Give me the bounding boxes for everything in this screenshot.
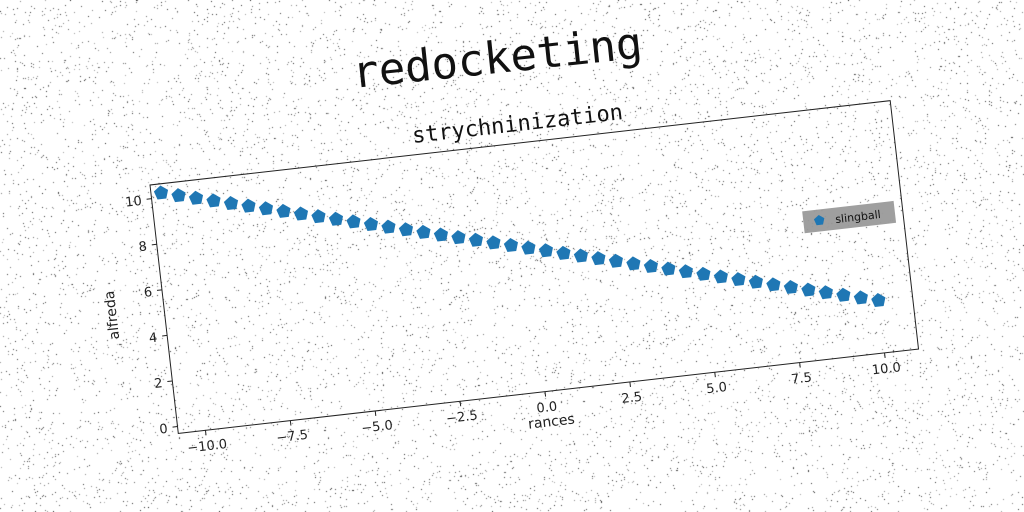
data-point [188, 190, 204, 205]
data-point [783, 279, 798, 294]
x-tick [204, 430, 207, 436]
y-tick-label: 8 [138, 239, 148, 255]
x-tick [799, 362, 801, 368]
data-point [696, 266, 711, 281]
x-axis: −10.0 −7.5 −5.0 −2.5 0.0 2.5 5.0 7.5 10.0 [187, 352, 902, 456]
x-tick-label: 5.0 [706, 380, 728, 397]
y-tick [172, 426, 178, 428]
data-point [153, 185, 169, 200]
data-point [433, 227, 448, 242]
data-point [643, 258, 658, 273]
x-axis-label: rances [527, 411, 575, 432]
data-point [241, 198, 256, 213]
data-point [521, 240, 536, 255]
data-point [538, 243, 553, 258]
x-tick [374, 410, 377, 416]
legend-box [802, 200, 897, 234]
y-tick [151, 243, 157, 246]
y-tick-label: 6 [143, 285, 153, 301]
data-point [731, 272, 746, 287]
data-point [836, 287, 851, 302]
data-point [608, 253, 623, 268]
y-tick [146, 198, 152, 200]
data-point [626, 256, 641, 271]
x-tick [459, 401, 462, 407]
x-tick [884, 352, 886, 358]
legend-label-slingball: slingball [835, 208, 882, 226]
y-axis: 0 2 4 6 8 10 [125, 194, 178, 438]
y-tick-label: 4 [148, 331, 158, 347]
x-tick-label: −7.5 [276, 428, 309, 446]
y-tick-label: 0 [159, 422, 169, 438]
plot-area: −10.0 −7.5 −5.0 −2.5 0.0 2.5 5.0 7.5 10.0 0 2 4 6 8 1… [102, 100, 920, 456]
y-tick-label: 10 [125, 194, 143, 211]
data-point [503, 237, 518, 252]
x-tick-label: 0.0 [536, 399, 558, 416]
x-tick [629, 381, 631, 387]
data-point [591, 251, 606, 266]
y-tick [162, 334, 168, 337]
data-point [258, 201, 274, 216]
data-point [171, 188, 186, 203]
data-point [853, 290, 868, 305]
x-tick [289, 420, 292, 426]
data-point [486, 235, 501, 250]
x-tick [544, 391, 547, 397]
data-point [818, 285, 833, 300]
y-tick [167, 380, 173, 383]
data-point [398, 222, 414, 237]
data-point [766, 277, 781, 292]
data-point [661, 261, 676, 276]
data-point [748, 274, 763, 289]
y-tick [156, 289, 163, 291]
data-point [678, 264, 693, 279]
data-point [276, 203, 291, 218]
y-tick-label: 2 [153, 376, 163, 392]
data-point [573, 248, 588, 263]
x-tick-label: 7.5 [790, 370, 812, 387]
x-tick-label: 10.0 [871, 360, 901, 378]
axes-frame [149, 100, 920, 434]
data-point [713, 269, 728, 284]
data-point [801, 282, 816, 297]
chart-title: strychninization [411, 100, 624, 149]
x-tick [714, 372, 716, 378]
x-tick-label: −2.5 [445, 408, 478, 426]
data-point [346, 214, 361, 229]
data-point [293, 206, 309, 221]
data-point [206, 193, 221, 208]
legend: slingball [802, 200, 897, 234]
data-point [223, 195, 239, 210]
legend-marker [813, 214, 825, 226]
x-tick-label: −10.0 [187, 437, 228, 456]
x-tick-label: −5.0 [361, 418, 394, 436]
x-tick-label: 2.5 [621, 390, 643, 407]
series-slingball [153, 185, 886, 308]
data-point [363, 216, 379, 231]
data-point [381, 219, 396, 234]
data-point [328, 211, 344, 226]
data-point [468, 232, 483, 247]
data-point [556, 245, 571, 260]
y-axis-label: alfreda [102, 290, 123, 340]
data-point [311, 209, 326, 224]
data-point [416, 224, 431, 239]
data-point [871, 293, 886, 308]
data-point [451, 230, 466, 245]
